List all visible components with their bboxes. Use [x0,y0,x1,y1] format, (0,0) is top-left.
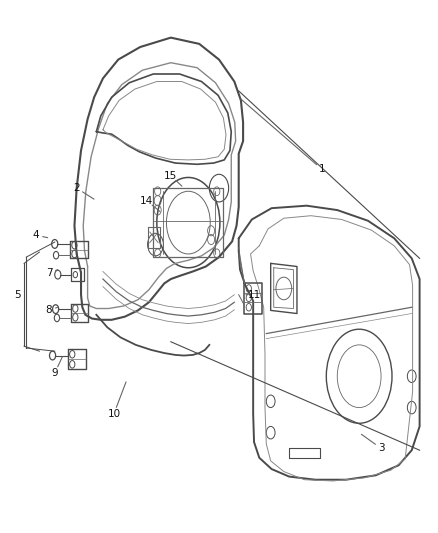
Text: 11: 11 [247,290,261,300]
Text: 15: 15 [164,171,177,181]
Text: 1: 1 [318,164,325,174]
Text: 9: 9 [51,368,58,378]
Text: 3: 3 [378,443,385,454]
Text: 8: 8 [46,305,53,316]
Text: 10: 10 [107,409,120,419]
Text: 2: 2 [73,183,80,193]
Text: 5: 5 [14,290,21,300]
Text: 7: 7 [46,268,53,278]
Text: 14: 14 [140,196,153,206]
Text: 4: 4 [32,230,39,240]
